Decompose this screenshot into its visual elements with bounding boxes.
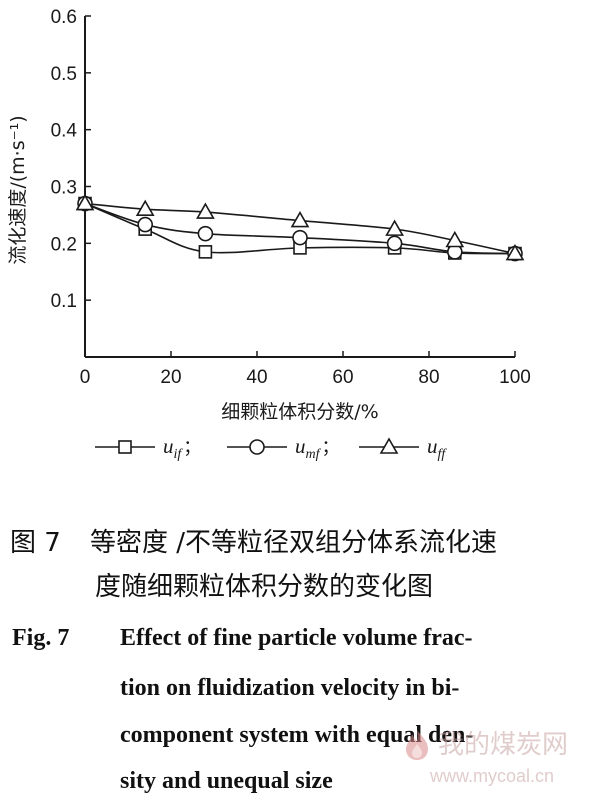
y-tick-label: 0.4: [51, 121, 78, 142]
legend-label: umf；: [295, 434, 340, 462]
caption-en-line: sity and unequal size: [120, 768, 333, 794]
flame-logo-icon: [406, 730, 428, 760]
caption-cn-title: 等密度 /不等粒径双组分体系流化速: [90, 528, 498, 558]
watermark-text: 我的煤炭网: [438, 730, 569, 760]
y-axis-label: 流化速度/(m·s⁻¹): [7, 115, 29, 264]
x-tick-label: 0: [80, 367, 91, 388]
y-tick-label: 0.5: [51, 64, 77, 85]
y-tick-label: 0.6: [51, 7, 77, 28]
series-markers: [75, 193, 525, 262]
chart: 0.1 0.2 0.3 0.4 0.5 0.6 0 20 40 60 80 100 细颗粒体积分数/%…: [7, 7, 531, 462]
x-tick-label: 40: [246, 367, 267, 388]
data-point-u_mf: [386, 235, 403, 252]
x-tick-label: 80: [418, 367, 439, 388]
caption-cn-line-2: 度随细颗粒体积分数的变化图: [95, 572, 434, 602]
data-point-u_ff: [445, 230, 465, 248]
legend: uif； umf； uff: [95, 434, 447, 462]
y-tick-label: 0.1: [51, 291, 77, 312]
data-point-u_if: [198, 245, 213, 259]
data-point-u_ff: [196, 202, 215, 219]
y-tick-label: 0.3: [51, 178, 77, 199]
caption-en-line: Effect of fine particle volume frac-: [120, 625, 473, 651]
legend-label: uif；: [163, 434, 201, 462]
data-point-u_mf: [197, 225, 214, 242]
caption-en-line: tion on fluidization velocity in bi-: [120, 675, 460, 701]
legend-marker-circle: [249, 439, 265, 455]
x-tick-label: 20: [160, 367, 181, 388]
data-point-u_ff: [135, 199, 155, 217]
watermark-url: www.mycoal.cn: [430, 766, 555, 786]
data-point-u_ff: [75, 193, 95, 211]
x-tick-label: 100: [499, 367, 531, 388]
watermark: 我的煤炭网 www.mycoal.cn: [400, 722, 595, 797]
caption-cn-figure-number: 图 7: [10, 528, 61, 558]
data-point-u_mf: [292, 229, 308, 246]
y-tick-label: 0.2: [51, 234, 77, 255]
caption-en-figure-number: Fig. 7: [12, 625, 70, 651]
legend-label: uff: [427, 434, 447, 462]
caption-cn-line-1: 图 7 等密度 /不等粒径双组分体系流化速: [10, 522, 600, 559]
tick-labels: 0.1 0.2 0.3 0.4 0.5 0.6 0 20 40 60 80 100: [51, 7, 531, 388]
x-tick-label: 60: [332, 367, 353, 388]
chart-axes: [84, 15, 516, 358]
data-point-u_mf: [137, 216, 153, 233]
data-point-u_ff: [505, 243, 525, 261]
x-axis-label: 细颗粒体积分数/%: [221, 401, 378, 423]
data-point-u_ff: [385, 219, 404, 236]
legend-marker-square: [118, 440, 132, 454]
data-point-u_ff: [290, 210, 310, 228]
legend-marker-triangle: [379, 437, 399, 454]
